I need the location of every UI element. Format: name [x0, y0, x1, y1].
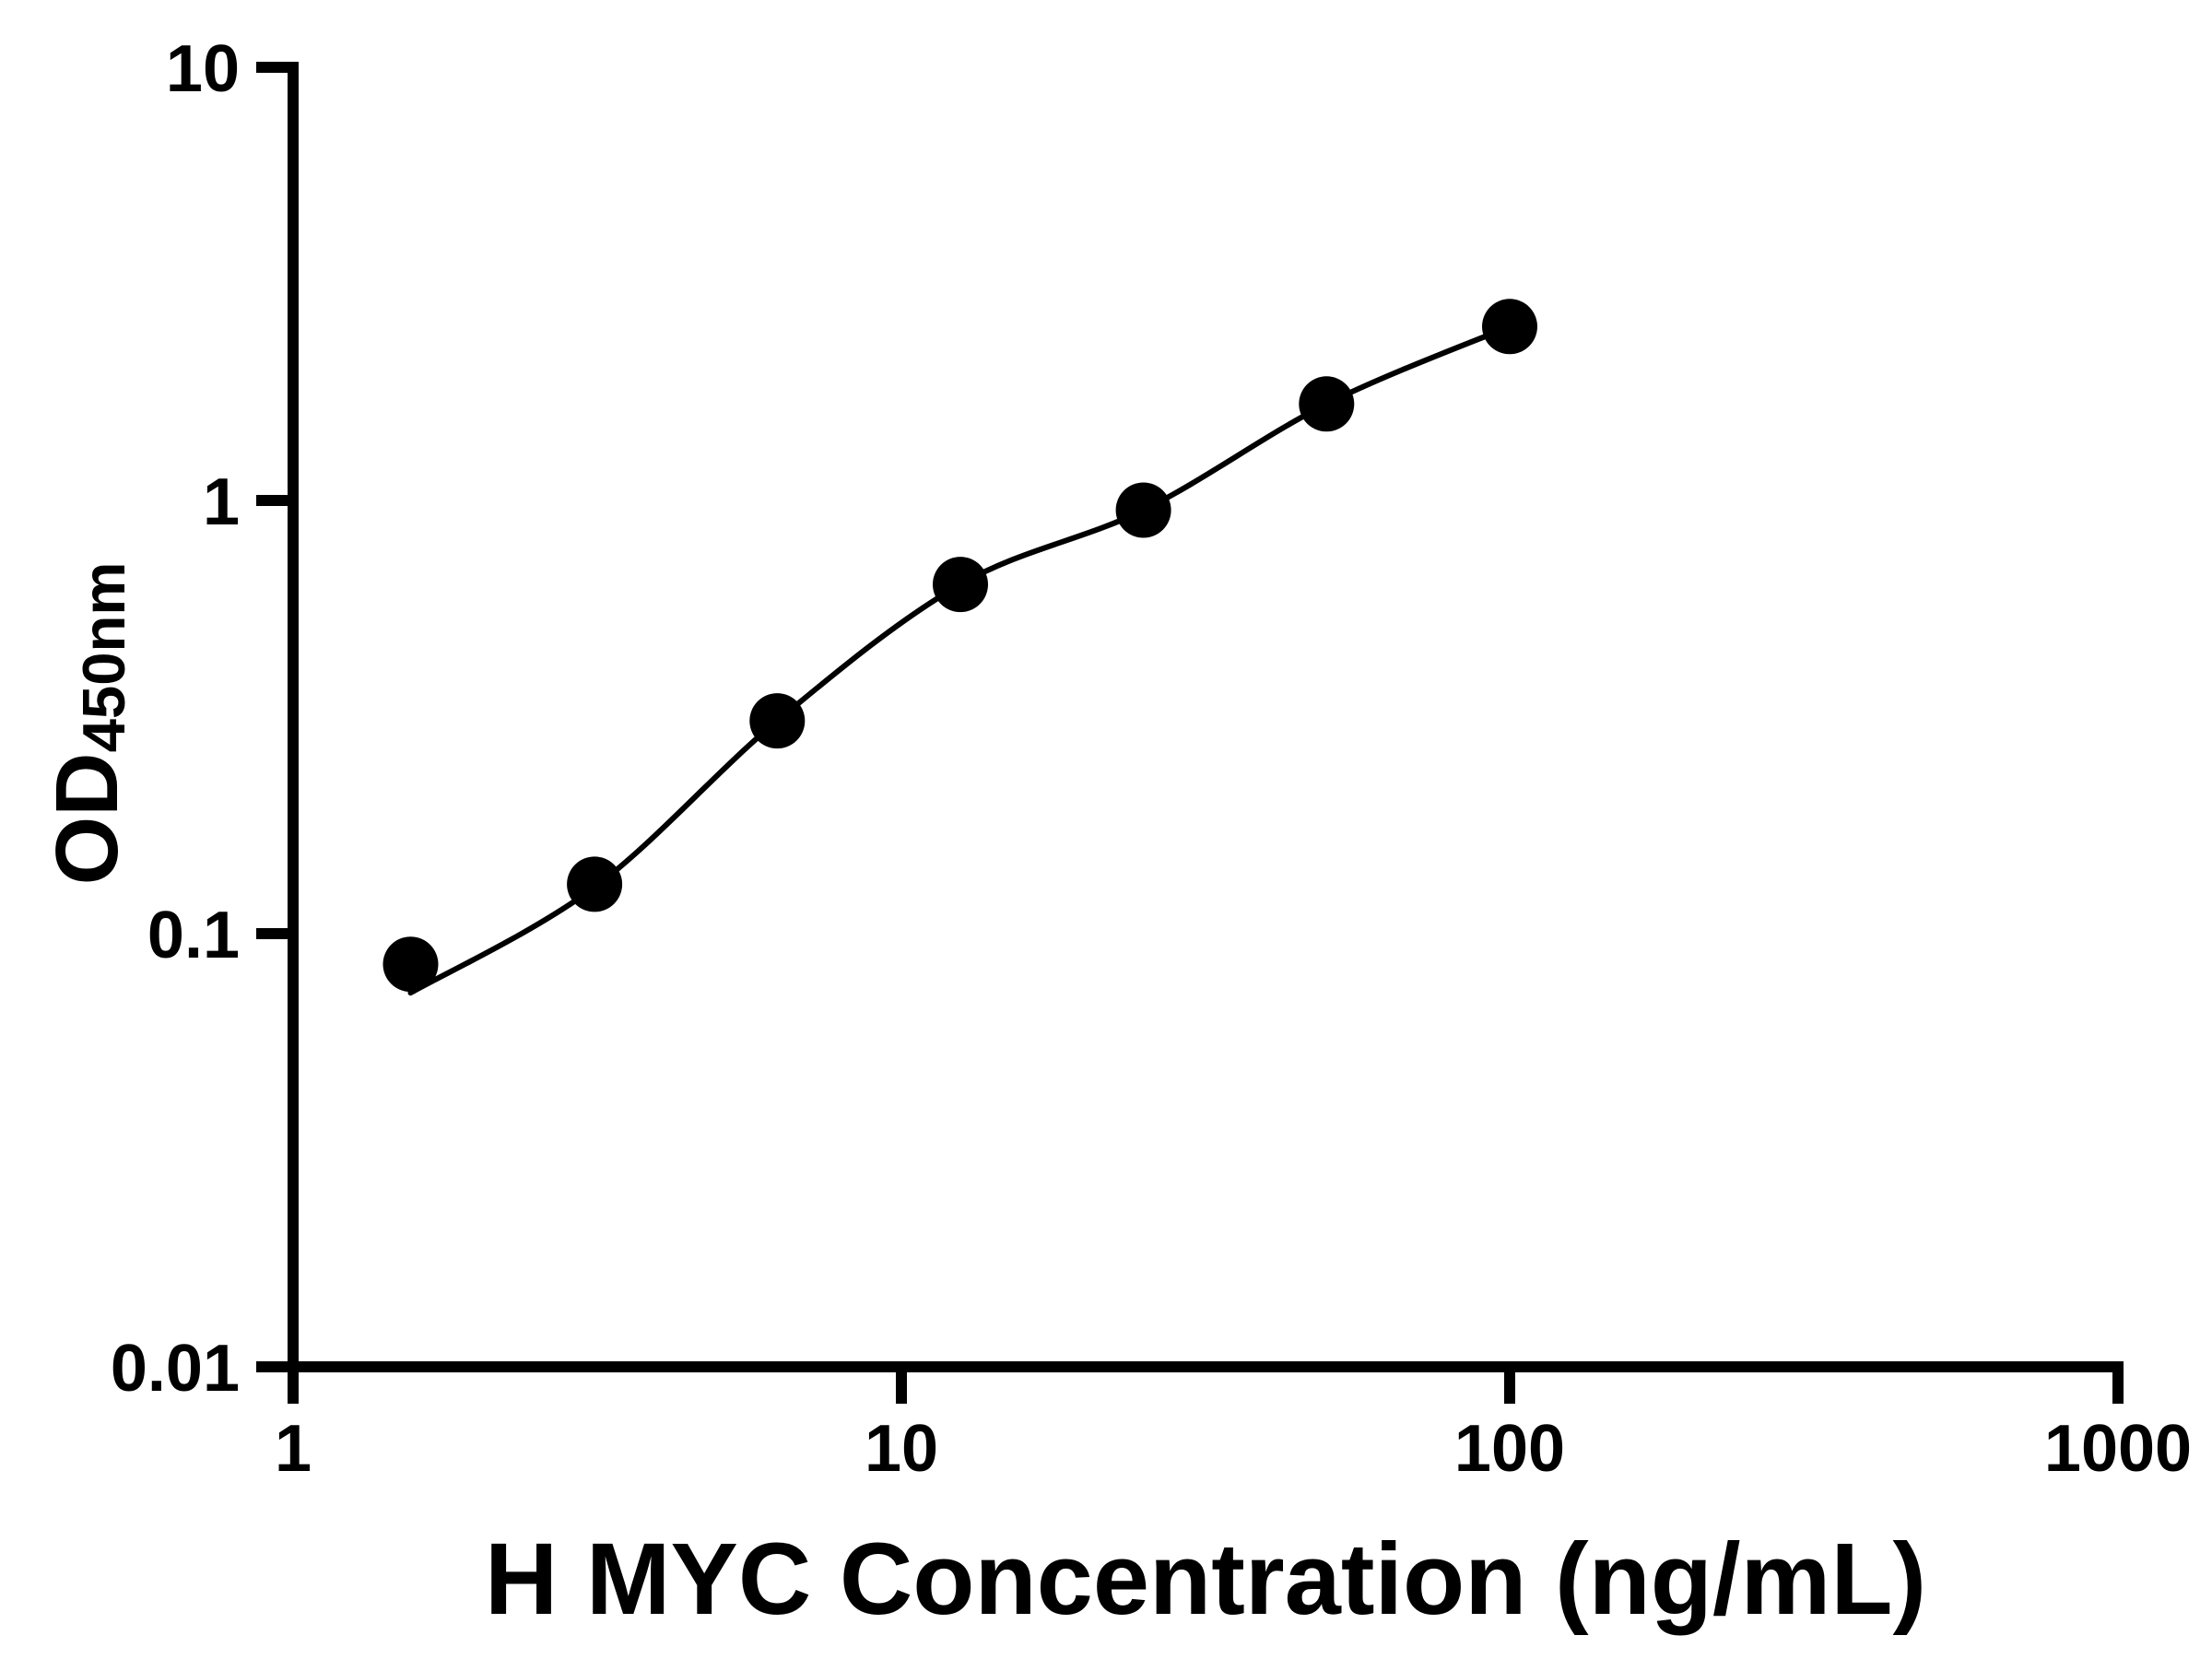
- x-tick-label: 100: [1454, 1412, 1565, 1486]
- y-axis-title-main: OD: [38, 752, 136, 886]
- axis-spines: [288, 62, 2124, 1372]
- data-point: [567, 856, 623, 912]
- x-tick-label: 1000: [2044, 1412, 2192, 1486]
- data-point: [382, 936, 439, 993]
- y-tick-label: 1: [203, 465, 240, 539]
- data-point: [749, 693, 806, 749]
- x-tick-label: 10: [865, 1412, 938, 1486]
- y-tick-label: 0.1: [147, 899, 240, 972]
- data-point: [1115, 482, 1171, 538]
- y-axis-title: OD450nm: [37, 562, 138, 886]
- data-point: [1299, 376, 1355, 432]
- data-point: [933, 557, 988, 613]
- x-tick-label: 1: [275, 1412, 312, 1486]
- data-point: [1482, 299, 1537, 355]
- y-tick-label: 10: [166, 32, 240, 106]
- y-axis-title-sub: 450nm: [70, 561, 138, 753]
- y-tick-label: 0.01: [111, 1332, 240, 1406]
- x-axis-title: H MYC Concentration (ng/mL): [484, 1523, 1927, 1636]
